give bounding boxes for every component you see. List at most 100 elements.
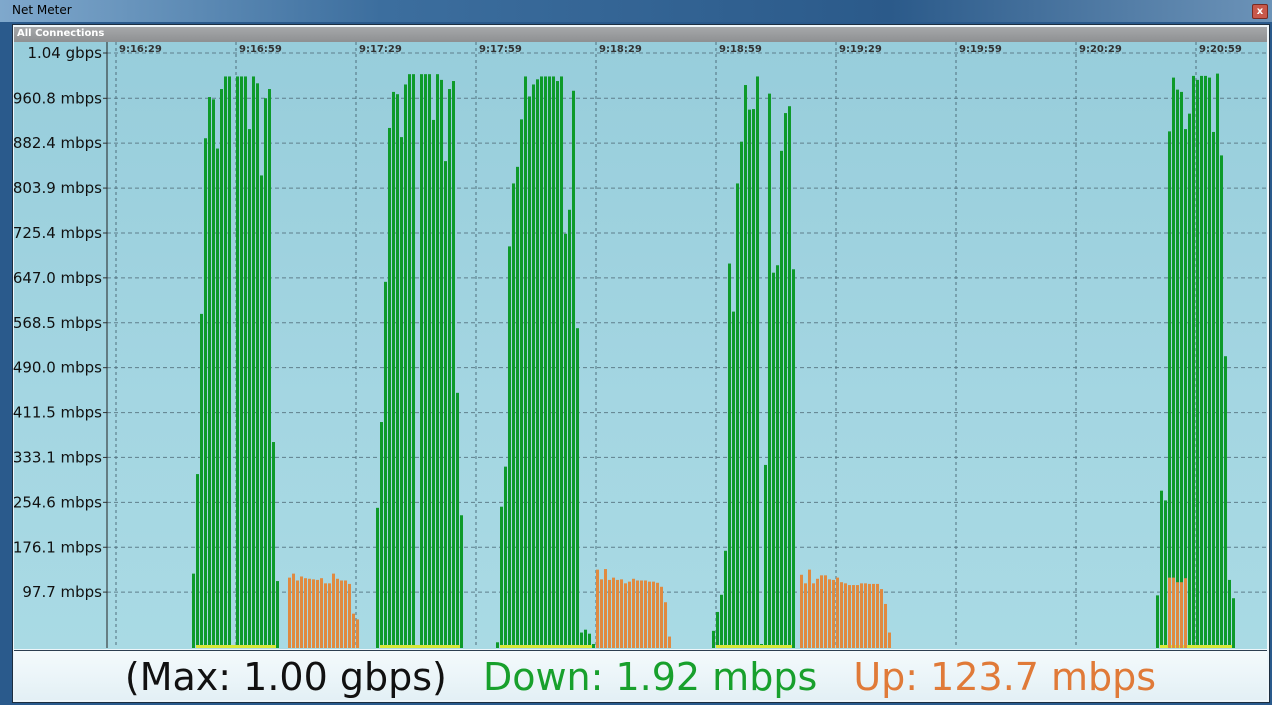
down-bar bbox=[580, 632, 583, 648]
down-bar bbox=[392, 91, 395, 648]
up-bar bbox=[324, 583, 327, 648]
up-bar bbox=[852, 585, 855, 648]
up-bar bbox=[832, 579, 835, 648]
down-bar bbox=[240, 76, 243, 649]
x-tick-label: 9:16:59 bbox=[239, 44, 282, 55]
up-bar bbox=[652, 581, 655, 648]
down-bar bbox=[244, 76, 247, 649]
up-bar bbox=[356, 619, 359, 648]
down-bar bbox=[452, 81, 455, 649]
down-bar bbox=[748, 109, 751, 649]
y-tick-label: 568.5 mbps bbox=[13, 314, 102, 332]
down-bar bbox=[504, 466, 507, 648]
up-bar bbox=[624, 583, 627, 648]
down-bar bbox=[552, 76, 555, 649]
close-button[interactable]: x bbox=[1252, 4, 1268, 19]
down-bar bbox=[220, 89, 223, 648]
down-bar bbox=[732, 311, 735, 648]
up-bar bbox=[656, 582, 659, 648]
up-bar bbox=[804, 583, 807, 648]
x-tick-label: 9:20:29 bbox=[1079, 44, 1122, 55]
down-bar bbox=[256, 83, 259, 648]
down-bar bbox=[404, 84, 407, 648]
down-bar bbox=[460, 515, 463, 648]
up-bar bbox=[808, 569, 811, 648]
up-bar bbox=[816, 578, 819, 648]
down-bar bbox=[396, 94, 399, 648]
up-bar bbox=[840, 582, 843, 648]
down-bar bbox=[756, 76, 759, 649]
y-tick-label: 97.7 mbps bbox=[22, 583, 102, 601]
up-bar bbox=[880, 589, 883, 648]
down-bar bbox=[208, 97, 211, 649]
overlap-strip bbox=[380, 645, 460, 648]
down-bar bbox=[548, 76, 551, 649]
down-bar bbox=[1212, 131, 1215, 649]
y-tick-label: 254.6 mbps bbox=[13, 493, 102, 511]
down-bar bbox=[248, 129, 251, 649]
up-bar bbox=[632, 578, 635, 648]
up-bar bbox=[856, 585, 859, 648]
max-speed-label: (Max: 1.00 gbps) bbox=[124, 655, 447, 699]
down-bar bbox=[1228, 579, 1231, 648]
x-tick-label: 9:20:59 bbox=[1199, 44, 1242, 55]
down-bar bbox=[276, 581, 279, 648]
up-bar bbox=[836, 577, 839, 648]
down-bar bbox=[508, 246, 511, 648]
down-bar bbox=[528, 96, 531, 648]
y-tick-label: 882.4 mbps bbox=[13, 134, 102, 152]
down-bar bbox=[740, 141, 743, 648]
down-bar bbox=[1208, 77, 1211, 649]
up-bar bbox=[608, 579, 611, 648]
down-bar bbox=[424, 74, 427, 648]
down-bar bbox=[252, 76, 255, 649]
down-bar bbox=[436, 74, 439, 648]
x-tick-label: 9:17:59 bbox=[479, 44, 522, 55]
y-tick-label: 490.0 mbps bbox=[13, 359, 102, 377]
down-bar bbox=[564, 233, 567, 649]
up-bar bbox=[612, 577, 615, 648]
up-bar bbox=[292, 573, 295, 648]
down-bar bbox=[1160, 490, 1163, 648]
up-bar bbox=[332, 573, 335, 648]
down-bar bbox=[456, 392, 459, 648]
up-bar bbox=[312, 579, 315, 648]
up-bar bbox=[620, 579, 623, 648]
down-bar bbox=[380, 422, 383, 648]
down-bar bbox=[1224, 356, 1227, 648]
down-bar bbox=[412, 74, 415, 648]
down-bar bbox=[384, 281, 387, 648]
down-bar bbox=[376, 507, 379, 648]
up-bar bbox=[340, 580, 343, 648]
up-bar bbox=[1172, 577, 1175, 648]
down-bar bbox=[788, 106, 791, 649]
up-bar bbox=[812, 583, 815, 648]
down-bar bbox=[408, 74, 411, 648]
down-bar bbox=[1196, 79, 1199, 649]
down-bar bbox=[556, 81, 559, 649]
overlap-strip bbox=[196, 645, 276, 648]
down-bar bbox=[540, 76, 543, 649]
up-bar bbox=[296, 580, 299, 648]
down-bar bbox=[260, 175, 263, 649]
y-tick-label: 960.8 mbps bbox=[13, 89, 102, 107]
down-bar bbox=[712, 630, 715, 648]
down-bar bbox=[784, 113, 787, 648]
down-bar bbox=[196, 474, 199, 648]
down-bar bbox=[576, 328, 579, 648]
up-bar bbox=[348, 583, 351, 648]
down-bar bbox=[224, 76, 227, 649]
up-bar bbox=[828, 579, 831, 648]
y-tick-label: 803.9 mbps bbox=[13, 179, 102, 197]
down-bar bbox=[1184, 129, 1187, 649]
down-bar bbox=[536, 79, 539, 648]
up-bar bbox=[1184, 578, 1187, 648]
up-bar bbox=[600, 579, 603, 648]
up-bar bbox=[640, 580, 643, 648]
up-bar bbox=[884, 603, 887, 648]
down-bar bbox=[520, 119, 523, 649]
up-bar bbox=[820, 575, 823, 648]
down-bar bbox=[192, 573, 195, 648]
down-bar bbox=[212, 99, 215, 648]
down-bar bbox=[532, 84, 535, 648]
